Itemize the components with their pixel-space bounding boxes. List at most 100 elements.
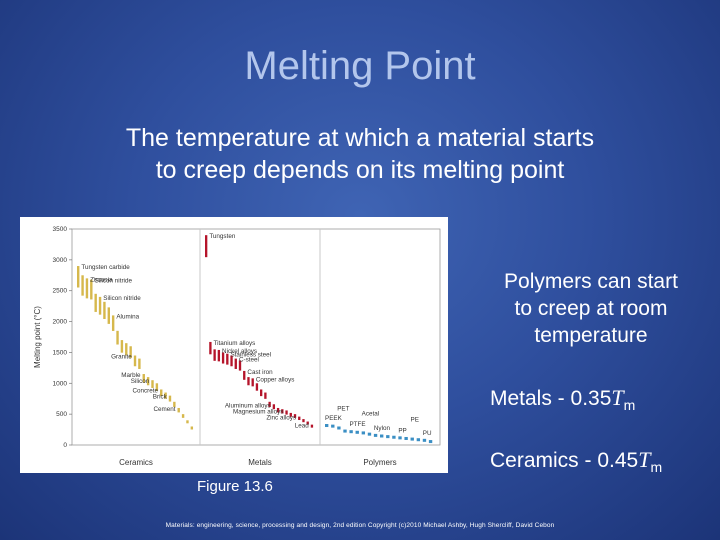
copyright-text: Materials: engineering, science, process…	[165, 522, 555, 529]
ceramics-note: Ceramics - 0.45Tm	[490, 446, 715, 481]
bar-ceramics	[120, 340, 124, 353]
subtitle-line-2: to creep depends on its melting point	[155, 156, 565, 184]
bar-label: Cast iron	[247, 369, 273, 376]
bar-metals	[310, 424, 314, 428]
bar-metals	[289, 412, 292, 417]
polymers-note-line-1: Polymers can start	[504, 270, 678, 293]
bar-polymers	[380, 434, 384, 438]
bar-label: Zinc alloys	[266, 415, 296, 422]
metals-tm-subscript: m	[623, 397, 636, 414]
melting-point-chart: 0 500 1000 1500 2000 2500 3000 3500 Melting poin…	[20, 217, 448, 473]
bar-ceramics	[85, 278, 89, 299]
bar-label: C-steel	[239, 357, 259, 364]
bar-label: Brick	[153, 394, 168, 401]
bar-polymers	[343, 429, 347, 433]
chart-svg: 0 500 1000 1500 2000 2500 3000 3500 Melting poin…	[33, 226, 441, 467]
group-label: Ceramics	[119, 458, 153, 467]
bar-ceramics	[168, 395, 172, 402]
bar-metals	[268, 401, 271, 407]
bar-ceramics	[138, 358, 141, 369]
bar-metals	[221, 352, 225, 364]
figure-caption: Figure 13.6	[197, 478, 273, 495]
ceramics-tm-symbol: T	[638, 447, 651, 472]
bar-metals	[217, 349, 221, 362]
bar-label: Magnesium alloys	[233, 408, 283, 415]
bar-metals	[298, 416, 301, 421]
bar-label: Silicon nitride	[103, 295, 141, 302]
bar-ceramics	[151, 380, 154, 388]
bar-ceramics	[133, 355, 137, 367]
bar-metals	[238, 360, 242, 371]
bar-label: Copper alloys	[256, 376, 295, 383]
bar-metals	[226, 353, 229, 365]
bar-metals	[302, 419, 305, 423]
bar-ceramics	[81, 275, 84, 296]
y-tick-label: 3000	[53, 257, 68, 264]
bar-ceramics	[164, 392, 167, 399]
bar-polymers	[416, 438, 421, 442]
bar-label: Silicon nitride	[95, 278, 133, 285]
bar-polymers	[373, 433, 378, 437]
group-label: Metals	[248, 458, 272, 467]
bar-ceramics	[107, 307, 110, 324]
bar-metals	[230, 355, 233, 367]
bar-polymers	[367, 432, 372, 436]
bar-metals	[255, 383, 259, 391]
bar-metals	[234, 358, 237, 369]
bar-label: Acetal	[362, 410, 380, 417]
bar-ceramics	[129, 346, 132, 359]
bar-metals	[243, 370, 246, 380]
polymers-note-line-2: to creep at room	[514, 297, 668, 320]
bar-label: PEEK	[325, 415, 343, 422]
bar-metals	[209, 341, 212, 355]
bar-ceramics	[173, 401, 176, 407]
bar-polymers	[428, 440, 433, 444]
bar-ceramics	[190, 426, 194, 430]
metals-tm-symbol: T	[611, 385, 624, 410]
bar-metals	[205, 235, 208, 258]
bar-ceramics	[111, 315, 115, 331]
bar-polymers	[422, 438, 427, 442]
y-tick-label: 0	[63, 442, 67, 449]
bar-label: Tungsten	[209, 233, 236, 240]
bar-ceramics	[98, 296, 102, 315]
group-label: Polymers	[363, 458, 396, 467]
bar-ceramics	[125, 343, 128, 356]
bar-polymers	[392, 435, 396, 439]
bar-polymers	[404, 436, 408, 440]
bar-polymers	[386, 435, 390, 439]
bar-label: Titanium alloys	[214, 340, 256, 347]
bar-metals	[272, 404, 276, 410]
bar-ceramics	[103, 301, 106, 320]
bar-ceramics	[177, 407, 180, 413]
bar-metals	[293, 414, 297, 418]
bar-label: PET	[337, 405, 349, 412]
slide-subtitle: The temperature at which a material star…	[60, 122, 660, 186]
bar-label: Nylon	[374, 425, 391, 432]
y-tick-label: 2500	[53, 288, 68, 295]
bar-label: Concrete	[132, 387, 158, 394]
bar-label: Nickel alloys	[222, 348, 257, 355]
bar-label: Cement	[153, 406, 175, 413]
ceramics-tm-subscript: m	[650, 459, 663, 476]
polymers-note: Polymers can start to creep at room temp…	[482, 268, 700, 349]
bar-metals	[251, 378, 254, 387]
bar-metals	[306, 421, 309, 425]
bar-metals	[276, 407, 280, 413]
y-tick-label: 3500	[53, 226, 68, 233]
bar-ceramics	[186, 420, 189, 424]
bar-metals	[247, 377, 250, 386]
bar-ceramics	[116, 330, 119, 345]
bar-polymers	[410, 437, 414, 441]
plot-frame	[71, 228, 441, 446]
bar-ceramics	[77, 266, 80, 288]
bar-label: Silicon	[131, 378, 150, 385]
bar-ceramics	[160, 389, 163, 397]
metals-note: Metals - 0.35Tm	[490, 384, 700, 419]
y-tick-label: 1500	[53, 349, 68, 356]
bar-polymers	[331, 424, 335, 428]
bar-label: Alumina	[116, 313, 139, 320]
slide-title: Melting Point	[244, 44, 476, 88]
bar-ceramics	[94, 293, 97, 312]
ceramics-note-text: Ceramics - 0.45	[490, 449, 639, 472]
